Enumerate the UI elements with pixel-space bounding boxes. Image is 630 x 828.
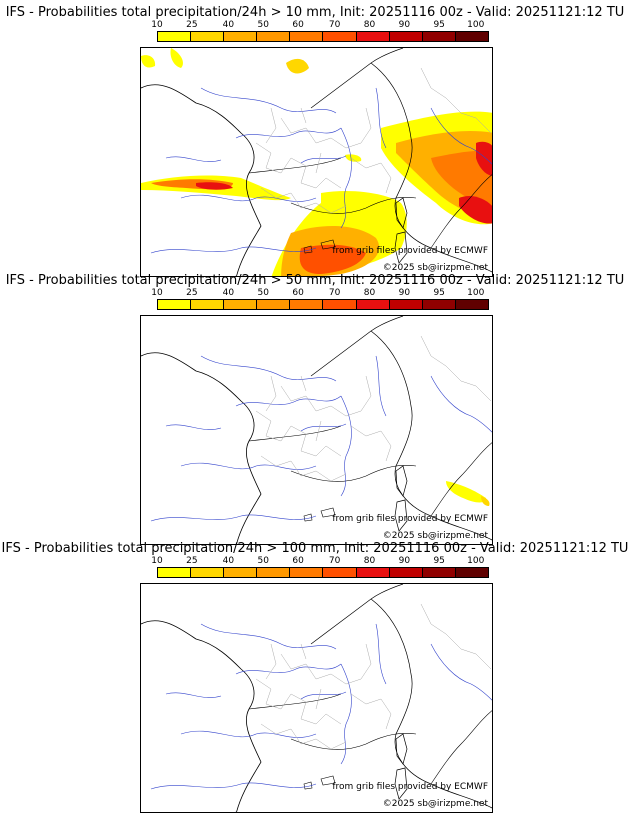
colorbar: [157, 299, 489, 310]
tick-label: 10: [151, 20, 163, 30]
colorbar: [157, 567, 489, 578]
tick-label: 70: [328, 556, 341, 566]
colorbar-segment: [356, 300, 390, 309]
source-credit: from grib files provided by ECMWF: [332, 782, 488, 792]
colorbar-segment: [455, 568, 488, 577]
tick-label: 50: [257, 288, 269, 298]
tick-label: 100: [467, 288, 485, 298]
tick-label: 25: [186, 288, 198, 298]
tick-label: 95: [433, 20, 445, 30]
copyright-credit: ©2025 sb@irizpme.net: [382, 531, 488, 541]
tick-label: 25: [186, 20, 198, 30]
tick-label: 100: [467, 556, 485, 566]
colorbar-segment: [158, 300, 192, 309]
tick-label: 60: [292, 288, 304, 298]
colorbar-segment: [158, 32, 192, 41]
colorbar-segment: [191, 32, 225, 41]
colorbar-segment: [389, 32, 423, 41]
colorbar-segment: [191, 568, 225, 577]
tick-label: 95: [433, 288, 445, 298]
colorbar-segment: [356, 32, 390, 41]
colorbar-segment: [323, 568, 357, 577]
forecast-panel-100mm: IFS - Probabilities total precipitation/…: [0, 541, 630, 813]
tick-label: 100: [467, 20, 485, 30]
panel-title: IFS - Probabilities total precipitation/…: [1, 541, 629, 556]
tick-label: 25: [186, 556, 198, 566]
colorbar-segment: [158, 568, 192, 577]
colorbar-segment: [323, 32, 357, 41]
colorbar-segment: [257, 568, 291, 577]
tick-label: 10: [151, 556, 163, 566]
tick-label: 80: [363, 288, 376, 298]
forecast-panel-10mm: IFS - Probabilities total precipitation/…: [0, 5, 630, 277]
colorbar-segment: [290, 568, 324, 577]
map-canvas: [141, 48, 492, 276]
colorbar-segment: [422, 568, 456, 577]
tick-label: 80: [363, 20, 376, 30]
source-credit: from grib files provided by ECMWF: [332, 246, 488, 256]
tick-label: 60: [292, 556, 304, 566]
colorbar-segment: [257, 300, 291, 309]
map-canvas: [141, 584, 492, 812]
tick-label: 70: [328, 20, 341, 30]
colorbar-segment: [224, 32, 258, 41]
colorbar-tick-labels: 10 25 40 50 60 70 80 90 95 100: [151, 20, 489, 31]
tick-label: 95: [433, 556, 445, 566]
tick-label: 70: [328, 288, 341, 298]
colorbar-segment: [290, 300, 324, 309]
tick-label: 40: [222, 288, 235, 298]
colorbar-segment: [455, 300, 488, 309]
colorbar-segment: [224, 568, 258, 577]
colorbar-segment: [422, 300, 456, 309]
tick-label: 90: [398, 20, 411, 30]
tick-label: 50: [257, 556, 269, 566]
colorbar-segment: [356, 568, 390, 577]
colorbar: [157, 31, 489, 42]
tick-label: 40: [222, 556, 235, 566]
forecast-panel-50mm: IFS - Probabilities total precipitation/…: [0, 273, 630, 545]
colorbar-tick-labels: 10 25 40 50 60 70 80 90 95 100: [151, 556, 489, 567]
tick-label: 50: [257, 20, 269, 30]
precip-field: [141, 48, 492, 276]
tick-label: 90: [398, 556, 411, 566]
source-credit: from grib files provided by ECMWF: [332, 514, 488, 524]
map-canvas: [141, 316, 492, 544]
colorbar-segment: [191, 300, 225, 309]
tick-label: 40: [222, 20, 235, 30]
copyright-credit: ©2025 sb@irizpme.net: [382, 799, 488, 809]
precip-field: [446, 481, 490, 506]
colorbar-segment: [290, 32, 324, 41]
colorbar-segment: [323, 300, 357, 309]
colorbar-tick-labels: 10 25 40 50 60 70 80 90 95 100: [151, 288, 489, 299]
tick-label: 90: [398, 288, 411, 298]
colorbar-segment: [257, 32, 291, 41]
colorbar-segment: [389, 568, 423, 577]
copyright-credit: ©2025 sb@irizpme.net: [382, 263, 488, 273]
panel-title: IFS - Probabilities total precipitation/…: [5, 273, 625, 288]
tick-label: 60: [292, 20, 304, 30]
tick-label: 80: [363, 556, 376, 566]
colorbar-segment: [389, 300, 423, 309]
panel-title: IFS - Probabilities total precipitation/…: [5, 5, 625, 20]
colorbar-segment: [422, 32, 456, 41]
colorbar-segment: [455, 32, 488, 41]
probability-map: from grib files provided by ECMWF ©2025 …: [140, 47, 493, 277]
tick-label: 10: [151, 288, 163, 298]
colorbar-segment: [224, 300, 258, 309]
probability-map: from grib files provided by ECMWF ©2025 …: [140, 315, 493, 545]
probability-map: from grib files provided by ECMWF ©2025 …: [140, 583, 493, 813]
